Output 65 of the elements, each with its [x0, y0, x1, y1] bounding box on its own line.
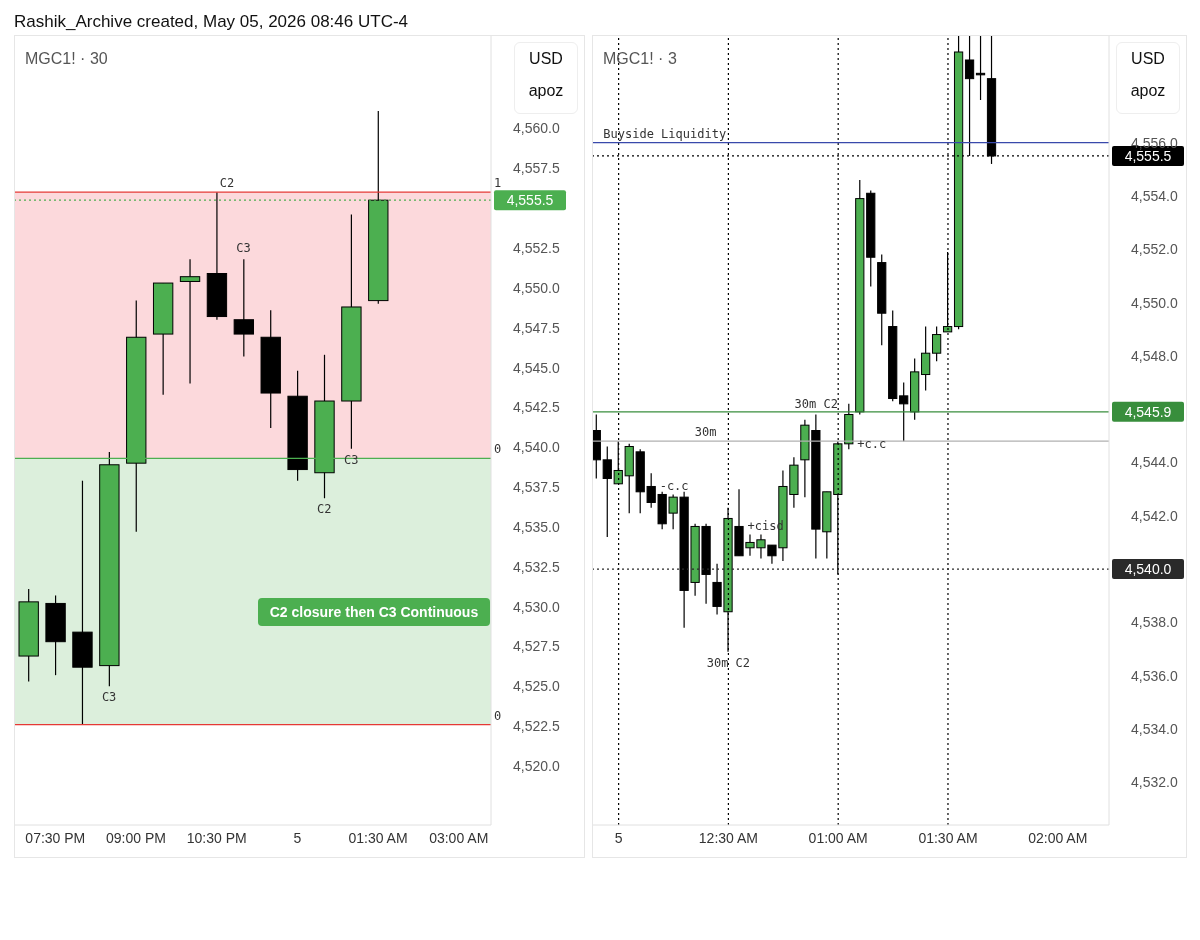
annotation: 0: [494, 442, 502, 457]
y-tick-label: 4,548.0: [1131, 347, 1178, 364]
y-tick-label: 4,532.5: [513, 558, 560, 575]
annotation: 30m: [694, 425, 717, 440]
y-tick-label: 4,530.0: [513, 598, 560, 615]
y-tick-label: 4,527.5: [513, 638, 560, 655]
annotation: C2: [317, 502, 332, 517]
x-tick-label: 5: [614, 829, 623, 846]
candlestick: [179, 258, 201, 385]
text: MGC1! · 3: [603, 50, 677, 68]
annotation: C3: [236, 241, 251, 256]
y-tick-label: 4,522.5: [513, 718, 560, 735]
y-tick-label: 4,552.0: [1131, 241, 1178, 258]
annotation: Buyside Liquidity: [603, 126, 727, 141]
y-tick-label: 4,542.0: [1131, 507, 1178, 524]
y-tick-label: 4,560.0: [513, 120, 560, 137]
y-tick-label: 4,547.5: [513, 319, 560, 336]
text: MGC1! · 30: [25, 50, 108, 68]
text: Rashik_Archive created, May 05, 2026 08:46 UTC-4: [14, 12, 409, 32]
y-axis-title: USD: [1130, 49, 1166, 69]
x-tick-label: 01:30 AM: [348, 829, 408, 846]
annotation: C2 closure then C3 Continuous: [257, 598, 491, 626]
ref-line-label: 4,545.9: [1124, 403, 1172, 420]
y-tick-label: 4,525.0: [513, 678, 560, 695]
annotation: C3: [101, 690, 117, 705]
y-tick-label: 4,544.0: [1131, 454, 1178, 471]
x-tick-label: 03:00 AM: [429, 829, 489, 846]
y-tick-label: 4,542.5: [513, 399, 560, 416]
candlestick: [899, 381, 909, 442]
y-tick-label: 4,557.5: [513, 160, 560, 177]
candlestick: [932, 325, 942, 362]
x-tick-label: 10:30 PM: [186, 829, 247, 846]
y-tick-label: 4,536.0: [1131, 667, 1178, 684]
x-tick-label: 01:30 AM: [918, 829, 978, 846]
y-tick-label: 4,540.0: [513, 439, 560, 456]
y-tick-label: 4,534.0: [1131, 721, 1178, 738]
annotation: C2: [219, 176, 235, 191]
y-tick-label: 4,550.0: [1131, 294, 1178, 311]
annotation: 30m C2: [706, 655, 751, 670]
candlestick: [233, 258, 254, 357]
annotation: +c.c: [857, 436, 887, 451]
ref-line-label: 4,555.5: [506, 192, 554, 209]
text: apoz: [1129, 81, 1167, 101]
y-tick-label: 4,545.0: [513, 359, 560, 376]
annotation: 30m C2: [794, 396, 838, 411]
y-tick-label: 4,532.0: [1131, 774, 1178, 791]
y-tick-label: 4,538.0: [1131, 614, 1178, 631]
annotation: 1: [494, 176, 502, 191]
x-tick-label: 01:00 AM: [808, 829, 868, 846]
y-axis-title: USD: [528, 49, 564, 69]
x-tick-label: 02:00 AM: [1028, 829, 1088, 846]
y-tick-label: 4,537.5: [513, 479, 560, 496]
x-tick-label: 09:00 PM: [106, 829, 166, 846]
x-tick-label: 12:30 AM: [698, 829, 758, 846]
x-tick-label: 07:30 PM: [25, 829, 86, 846]
x-tick-label: 5: [293, 829, 302, 846]
candlestick: [921, 325, 931, 392]
text: apoz: [527, 81, 565, 101]
annotation: -c.c: [659, 479, 689, 494]
y-tick-label: 4,552.5: [513, 239, 560, 256]
y-tick-label: 4,520.0: [513, 757, 560, 774]
annotation: 0: [494, 708, 502, 723]
y-tick-label: 4,554.0: [1131, 187, 1178, 204]
y-tick-label: 4,535.0: [513, 518, 560, 535]
y-tick-label: 4,550.0: [513, 279, 560, 296]
